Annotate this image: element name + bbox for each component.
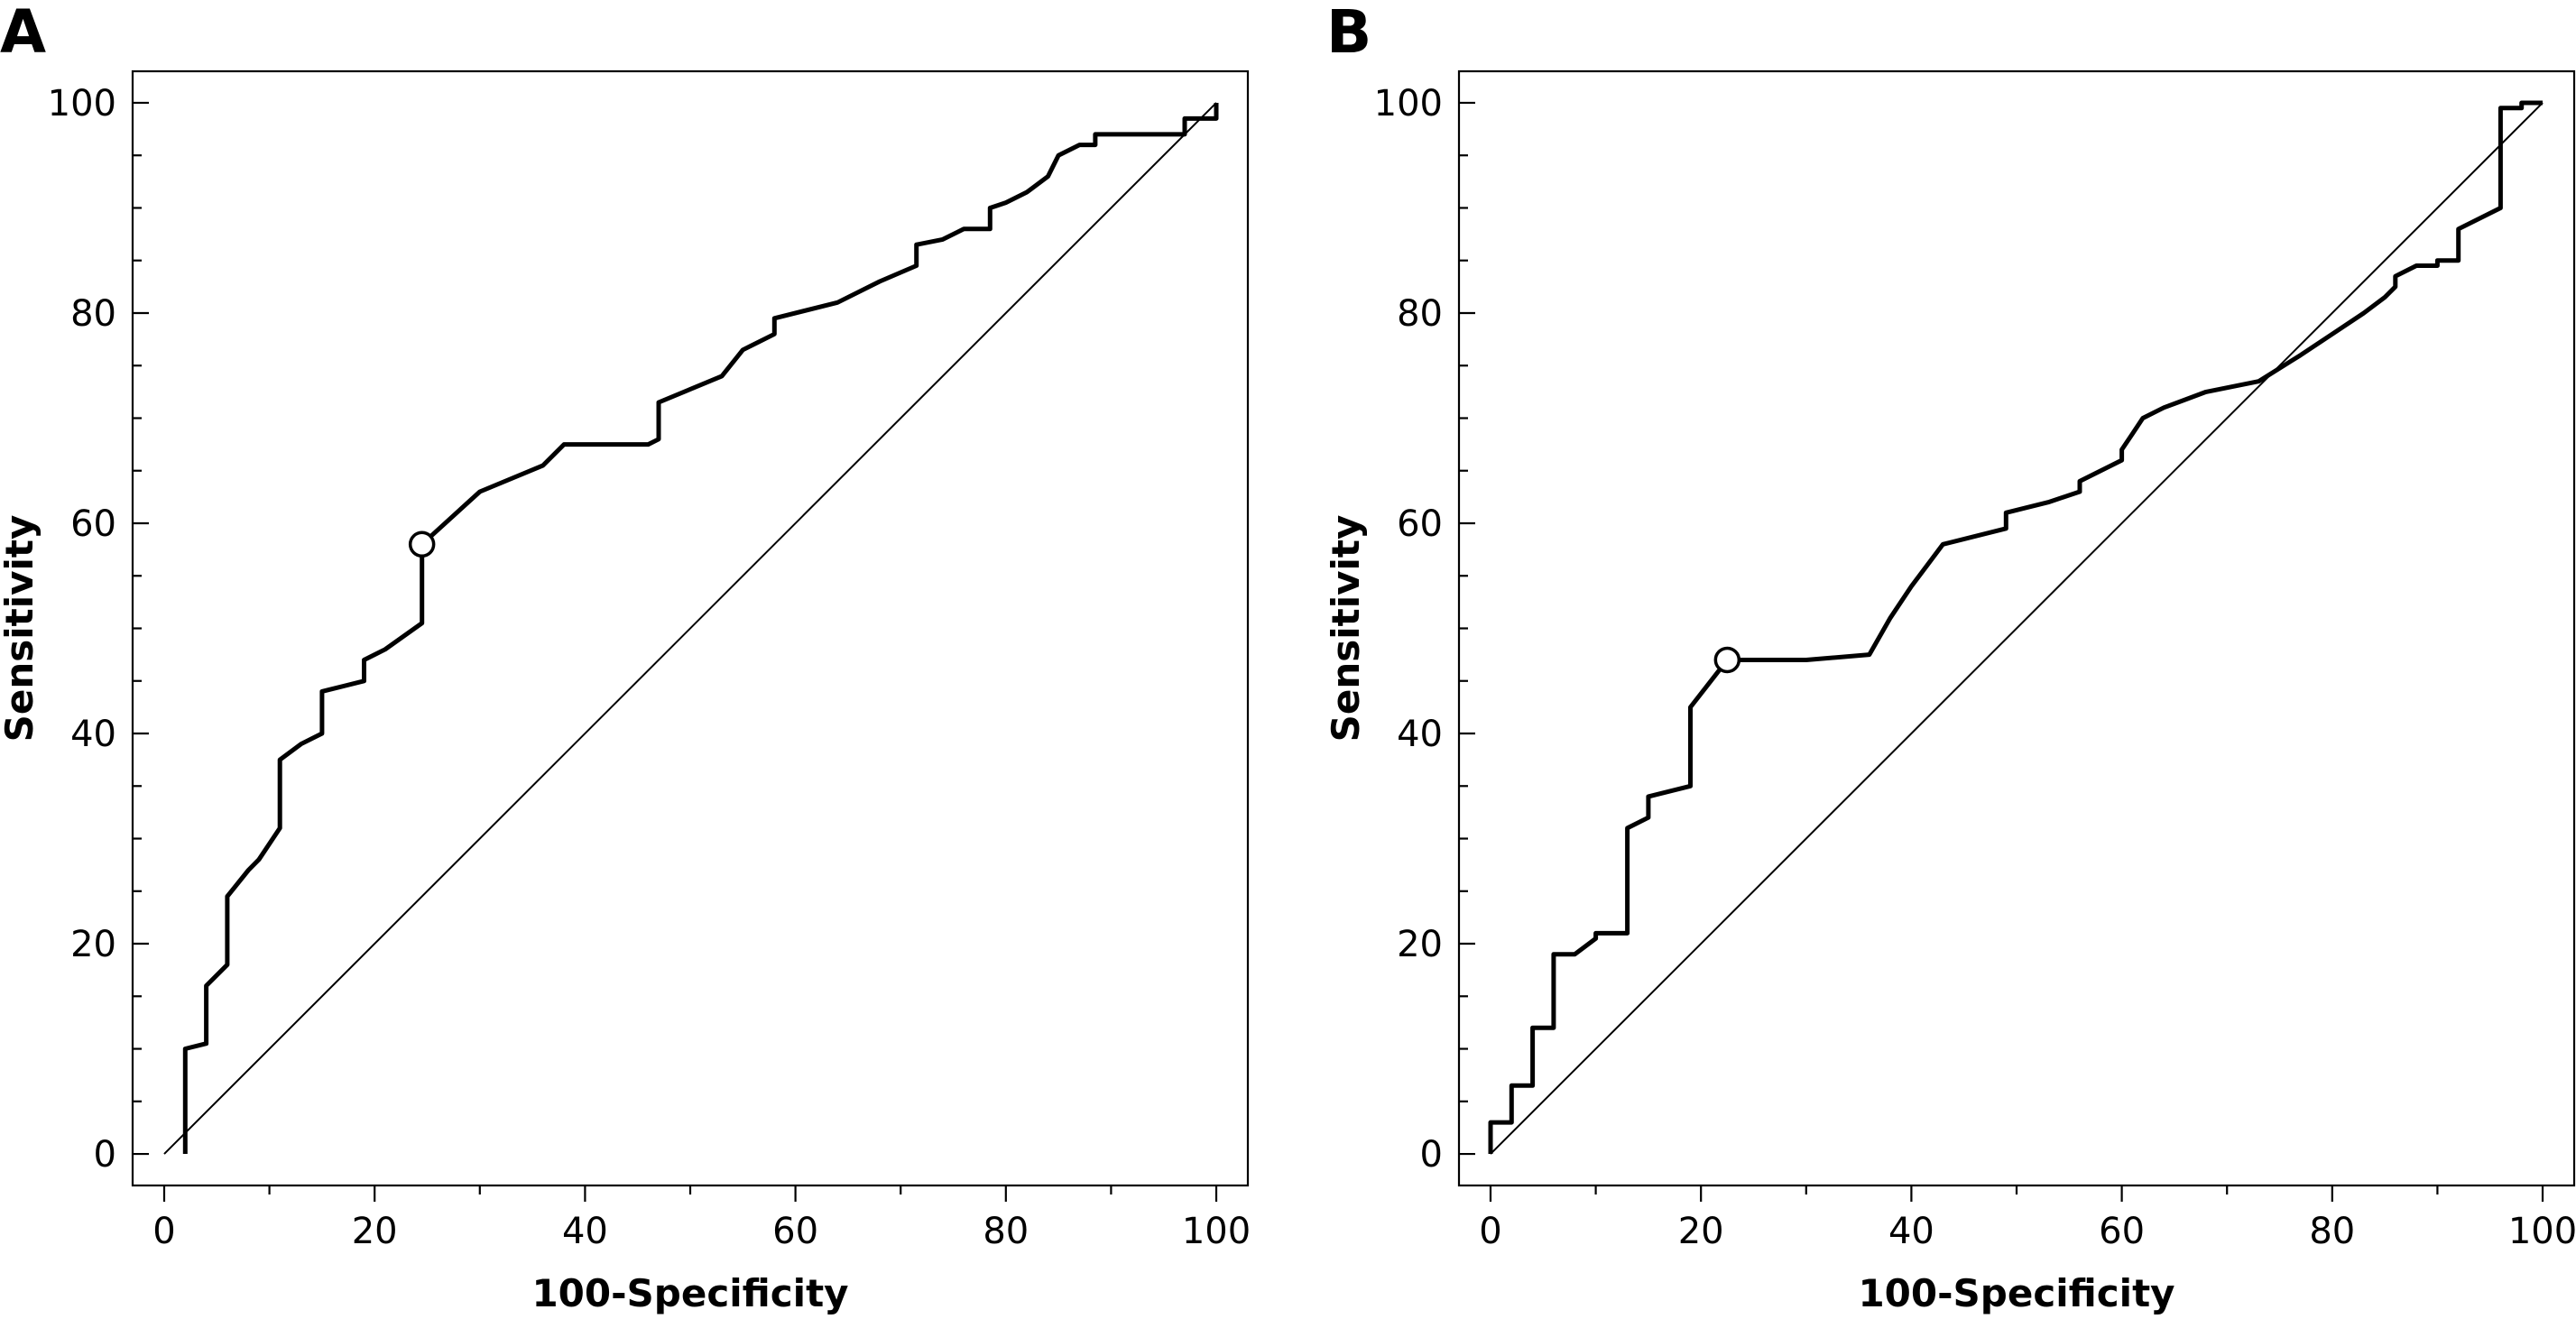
panel-a-y-tick-label-80: 80 <box>70 293 116 335</box>
panel-b-x-axis-title: 100-Specificity <box>1858 1271 2174 1315</box>
panel-b-y-tick-label-20: 20 <box>1397 924 1443 965</box>
panel-b-x-tick-label-60: 60 <box>2099 1211 2145 1252</box>
panel-b-x-tick-label-20: 20 <box>1678 1211 1724 1252</box>
panel-a-y-tick-label-60: 60 <box>70 503 116 545</box>
panel-b: B 0 20 40 60 80 100 0 20 40 60 80 100 100-Specificity… <box>1324 0 2576 1315</box>
panel-b-y-tick-label-80: 80 <box>1397 293 1443 335</box>
panel-a-cutoff-point <box>408 530 436 558</box>
panel-b-cutoff-point <box>1713 646 1741 674</box>
panel-a-y-tick-label-40: 40 <box>70 714 116 755</box>
panel-a-x-tick-label-80: 80 <box>983 1211 1029 1252</box>
panel-b-reference-line <box>1490 102 2544 1155</box>
panel-a-y-tick-label-0: 0 <box>94 1134 116 1176</box>
panel-b-y-tick-label-100: 100 <box>1374 83 1443 125</box>
panel-a-x-axis-title: 100-Specificity <box>531 1271 848 1315</box>
panel-a-y-axis-title: Sensitivity <box>0 515 42 743</box>
panel-b-y-tick-label-60: 60 <box>1397 503 1443 545</box>
panel-b-roc-curve <box>1488 100 2543 1154</box>
panel-b-x-tick-label-100: 100 <box>2508 1211 2576 1252</box>
panel-b-x-tick-label-80: 80 <box>2309 1211 2355 1252</box>
panel-a-x-tick-label-20: 20 <box>352 1211 398 1252</box>
panel-b-label: B <box>1326 0 1371 67</box>
panel-b-x-tick-label-0: 0 <box>1479 1211 1501 1252</box>
panel-b-x-tick-label-40: 40 <box>1888 1211 1934 1252</box>
panel-a: A 0 20 40 60 80 100 0 20 40 60 80 100 100-Specificity… <box>0 0 1251 1315</box>
panel-a-label: A <box>0 0 46 67</box>
panel-b-y-tick-label-0: 0 <box>1420 1134 1443 1176</box>
panel-a-x-tick-label-40: 40 <box>562 1211 608 1252</box>
panel-a-x-tick-label-0: 0 <box>152 1211 175 1252</box>
panel-a-y-tick-label-100: 100 <box>48 83 116 125</box>
panel-a-roc-curve <box>182 103 1219 1154</box>
panel-b-y-tick-label-40: 40 <box>1397 714 1443 755</box>
panel-a-y-tick-label-20: 20 <box>70 924 116 965</box>
panel-a-reference-line <box>163 102 1217 1155</box>
panel-a-x-tick-label-100: 100 <box>1182 1211 1251 1252</box>
panel-a-x-tick-label-60: 60 <box>772 1211 818 1252</box>
panel-b-y-axis-title: Sensitivity <box>1324 515 1368 743</box>
